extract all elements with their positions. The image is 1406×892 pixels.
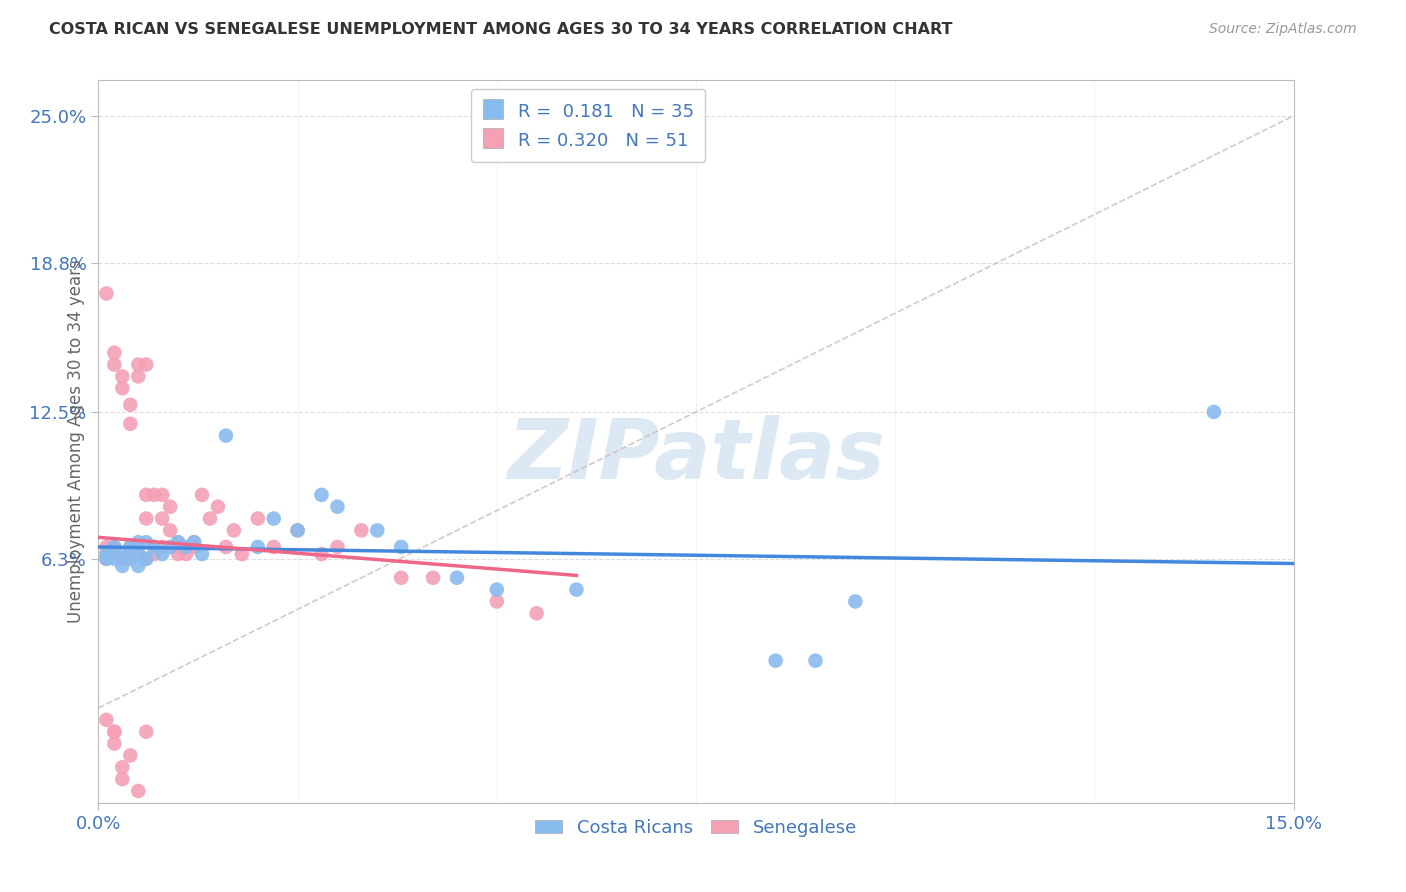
Point <box>111 760 134 774</box>
Point <box>135 488 157 502</box>
Point <box>215 540 238 554</box>
Point <box>103 724 125 739</box>
Point <box>167 547 190 561</box>
Point <box>103 540 125 554</box>
Point <box>446 571 468 585</box>
Point <box>143 547 166 561</box>
Point <box>198 511 221 525</box>
Point <box>120 540 142 554</box>
Point <box>120 748 142 763</box>
Point <box>143 540 166 554</box>
Point <box>127 547 149 561</box>
Point <box>120 551 142 566</box>
Point <box>191 488 214 502</box>
Point <box>96 286 118 301</box>
Point <box>565 582 588 597</box>
Point <box>127 369 149 384</box>
Point <box>326 500 349 514</box>
Point <box>1202 405 1225 419</box>
Point <box>150 511 173 525</box>
Point <box>127 540 149 554</box>
Point <box>389 571 412 585</box>
Point <box>96 551 118 566</box>
Point <box>135 551 157 566</box>
Point <box>135 511 157 525</box>
Point <box>103 737 125 751</box>
Point <box>143 540 166 554</box>
Point <box>389 540 412 554</box>
Point <box>111 772 134 786</box>
Point <box>326 540 349 554</box>
Point <box>215 428 238 442</box>
Point <box>804 654 827 668</box>
Point <box>111 381 134 395</box>
Text: COSTA RICAN VS SENEGALESE UNEMPLOYMENT AMONG AGES 30 TO 34 YEARS CORRELATION CHA: COSTA RICAN VS SENEGALESE UNEMPLOYMENT A… <box>49 22 953 37</box>
Point <box>366 524 388 538</box>
Point <box>159 540 181 554</box>
Point <box>422 571 444 585</box>
Point <box>103 540 125 554</box>
Point <box>120 398 142 412</box>
Point <box>311 547 333 561</box>
Point <box>127 358 149 372</box>
Point <box>96 713 118 727</box>
Point <box>167 535 190 549</box>
Point <box>183 535 205 549</box>
Point <box>167 535 190 549</box>
Point <box>103 345 125 359</box>
Point <box>120 540 142 554</box>
Point <box>127 535 149 549</box>
Point <box>246 540 269 554</box>
Point <box>311 488 333 502</box>
Point <box>207 500 229 514</box>
Y-axis label: Unemployment Among Ages 30 to 34 years: Unemployment Among Ages 30 to 34 years <box>66 260 84 624</box>
Point <box>96 540 118 554</box>
Point <box>135 724 157 739</box>
Point <box>120 417 142 431</box>
Point <box>111 558 134 573</box>
Point <box>143 488 166 502</box>
Point <box>135 358 157 372</box>
Point <box>103 724 125 739</box>
Point <box>231 547 253 561</box>
Point <box>350 524 373 538</box>
Point <box>127 558 149 573</box>
Point <box>183 535 205 549</box>
Point <box>111 547 134 561</box>
Point <box>287 524 309 538</box>
Point <box>103 358 125 372</box>
Point <box>103 551 125 566</box>
Point <box>120 551 142 566</box>
Point <box>150 488 173 502</box>
Point <box>159 500 181 514</box>
Point <box>127 784 149 798</box>
Point <box>111 551 134 566</box>
Point <box>222 524 245 538</box>
Point <box>135 535 157 549</box>
Point <box>96 551 118 566</box>
Point <box>174 547 197 561</box>
Point <box>111 369 134 384</box>
Point <box>96 547 118 561</box>
Point <box>765 654 787 668</box>
Point <box>167 540 190 554</box>
Point <box>246 511 269 525</box>
Point <box>485 582 508 597</box>
Point <box>150 540 173 554</box>
Point <box>159 524 181 538</box>
Point <box>263 540 285 554</box>
Point <box>191 547 214 561</box>
Point <box>263 511 285 525</box>
Point <box>844 594 866 608</box>
Legend: Costa Ricans, Senegalese: Costa Ricans, Senegalese <box>529 812 863 845</box>
Point <box>135 551 157 566</box>
Point <box>287 524 309 538</box>
Point <box>150 547 173 561</box>
Point <box>183 540 205 554</box>
Text: ZIPatlas: ZIPatlas <box>508 416 884 497</box>
Text: Source: ZipAtlas.com: Source: ZipAtlas.com <box>1209 22 1357 37</box>
Point <box>526 607 548 621</box>
Point <box>174 540 197 554</box>
Point <box>485 594 508 608</box>
